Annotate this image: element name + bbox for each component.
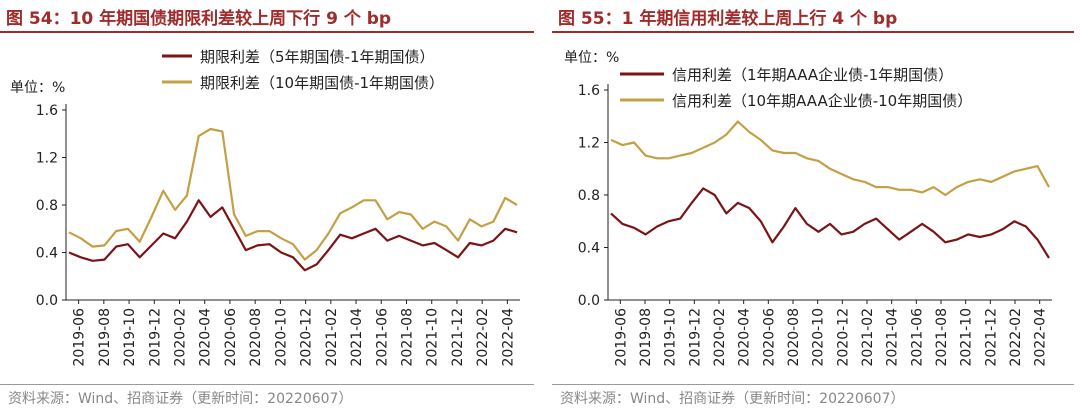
x-tick-label: 2019-06 [72, 308, 88, 367]
x-tick-label: 2020-02 [712, 308, 728, 367]
line-chart-term-spread: 单位：% 0.0 0.4 0.8 1.2 1.6 2019-06 2019-08 2019-10… [10, 48, 520, 367]
y-tick-label: 1.2 [36, 151, 58, 167]
title-divider [552, 31, 1074, 33]
x-tick-label: 2021-08 [934, 308, 950, 367]
legend-label-2: 信用利差（10年期AAA企业债-10年期国债） [672, 92, 972, 110]
x-tick-label: 2020-06 [223, 308, 239, 367]
x-tick-label: 2021-02 [860, 308, 876, 367]
series-line-2 [610, 120, 1050, 197]
x-tick-label: 2022-02 [1008, 308, 1024, 367]
x-tick-label: 2021-08 [400, 308, 416, 367]
x-tick-label: 2021-06 [909, 308, 925, 367]
y-tick-label: 0.4 [36, 246, 58, 262]
legend-label-1: 期限利差（5年期国债-1年期国债） [200, 48, 435, 66]
y-tick-label: 0.8 [578, 188, 600, 204]
x-tick-label: 2020-06 [761, 308, 777, 367]
x-tick-label: 2020-08 [248, 308, 264, 367]
y-tick-label: 0.0 [36, 293, 58, 309]
chart-title: 图 54：10 年期国债期限利差较上周下行 9 个 bp [6, 9, 392, 29]
chart-panel-left: 图 54：10 年期国债期限利差较上周下行 9 个 bp 单位：% 0.0 0.4 0… [0, 9, 534, 407]
x-tick-label: 2021-02 [324, 308, 340, 367]
title-divider [0, 31, 534, 33]
chart-title: 图 55：1 年期信用利差较上周上行 4 个 bp [558, 9, 898, 29]
source-note: 资料来源：Wind、招商证券（更新时间：20220607） [560, 391, 905, 407]
x-tick-label: 2020-04 [737, 308, 753, 367]
x-tick-label: 2022-04 [500, 308, 516, 367]
source-note: 资料来源：Wind、招商证券（更新时间：20220607） [8, 391, 353, 407]
y-tick-label: 0.4 [578, 241, 600, 257]
x-tick-label: 2019-12 [147, 308, 163, 367]
x-tick-label: 2021-06 [374, 308, 390, 367]
x-tick-label: 2021-04 [349, 308, 365, 367]
series-line-1 [610, 187, 1050, 259]
footer-divider [552, 384, 1074, 385]
unit-label: 单位：% [564, 50, 619, 66]
series-line-1 [68, 199, 518, 272]
x-tick-label: 2020-10 [273, 308, 289, 367]
y-tick-label: 1.2 [578, 136, 600, 152]
legend-label-1: 信用利差（1年期AAA企业债-1年期国债） [672, 66, 953, 84]
x-tick-label: 2020-12 [835, 308, 851, 367]
line-chart-credit-spread: 单位：% 0.0 0.4 0.8 1.2 1.6 2019-06 2019-08 2019-10… [564, 50, 1052, 367]
footer-divider [0, 384, 534, 385]
x-tick-label: 2020-08 [786, 308, 802, 367]
x-tick-label: 2019-10 [663, 308, 679, 367]
x-tick-label: 2022-02 [475, 308, 491, 367]
x-tick-label: 2021-10 [425, 308, 441, 367]
y-tick-label: 0.0 [578, 293, 600, 309]
x-tick-label: 2022-04 [1033, 308, 1049, 367]
x-tick-label: 2020-04 [198, 308, 214, 367]
y-tick-label: 0.8 [36, 198, 58, 214]
series-line-2 [68, 127, 518, 261]
x-tick-label: 2019-06 [613, 308, 629, 367]
x-tick-label: 2019-08 [638, 308, 654, 367]
x-tick-label: 2021-04 [885, 308, 901, 367]
x-tick-label: 2020-02 [173, 308, 189, 367]
x-tick-label: 2021-12 [450, 308, 466, 367]
x-tick-label: 2021-10 [959, 308, 975, 367]
x-tick-label: 2019-10 [122, 308, 138, 367]
legend-label-2: 期限利差（10年期国债-1年期国债） [200, 74, 444, 92]
unit-label: 单位：% [10, 80, 65, 96]
y-tick-label: 1.6 [36, 103, 58, 119]
y-tick-label: 1.6 [578, 83, 600, 99]
x-tick-label: 2021-12 [983, 308, 999, 367]
x-tick-label: 2020-10 [811, 308, 827, 367]
chart-panel-right: 图 55：1 年期信用利差较上周上行 4 个 bp 单位：% 0.0 0.4 0.8 1… [552, 0, 1080, 414]
x-tick-label: 2020-12 [299, 308, 315, 367]
x-tick-label: 2019-12 [687, 308, 703, 367]
x-tick-label: 2019-08 [97, 308, 113, 367]
